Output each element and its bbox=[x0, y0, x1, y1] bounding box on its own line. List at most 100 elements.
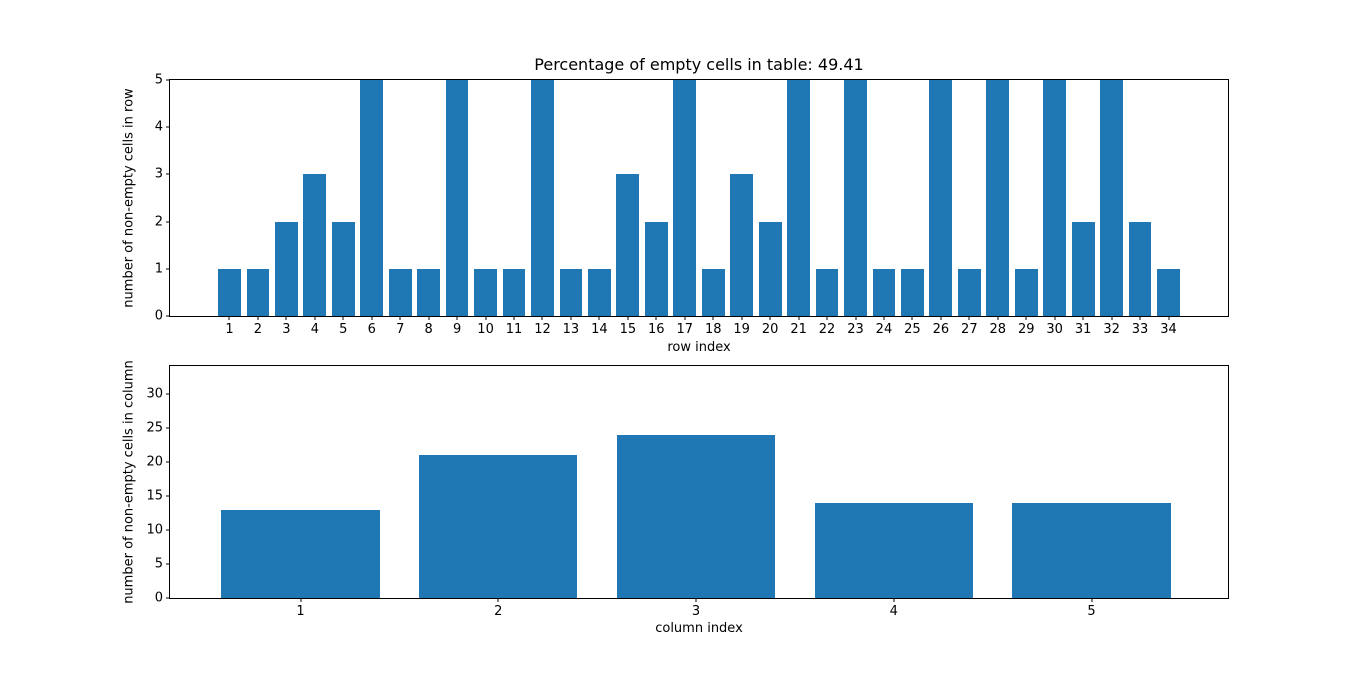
bar bbox=[1043, 80, 1067, 316]
bar bbox=[588, 268, 611, 316]
bar bbox=[331, 221, 355, 316]
bar bbox=[1014, 268, 1038, 316]
x-tick-mark bbox=[1111, 316, 1113, 320]
x-tick-label: 12 bbox=[534, 322, 551, 337]
y-tick-label: 5 bbox=[154, 72, 163, 88]
y-tick-mark bbox=[166, 597, 170, 599]
bar bbox=[701, 268, 725, 316]
x-tick-label: 17 bbox=[676, 322, 694, 337]
x-tick-label: 24 bbox=[875, 322, 893, 337]
y-tick-label: 15 bbox=[146, 488, 163, 504]
x-tick-label: 16 bbox=[648, 322, 665, 337]
bar bbox=[502, 268, 526, 316]
x-tick-mark bbox=[598, 316, 600, 320]
y-tick-mark bbox=[166, 173, 170, 175]
y-tick-label: 0 bbox=[154, 590, 163, 606]
x-tick-label: 3 bbox=[691, 604, 701, 619]
x-tick-label: 32 bbox=[1103, 322, 1120, 337]
x-tick-mark bbox=[1025, 316, 1027, 320]
bar bbox=[815, 268, 839, 316]
y-tick-mark bbox=[166, 427, 170, 429]
x-tick-mark bbox=[798, 316, 800, 320]
chart-title: Percentage of empty cells in table: 49.4… bbox=[534, 55, 864, 74]
y-tick-mark bbox=[166, 529, 170, 531]
x-tick-label: 5 bbox=[1087, 604, 1096, 619]
bar bbox=[787, 80, 810, 316]
x-tick-mark bbox=[1054, 316, 1056, 320]
x-tick-mark bbox=[997, 316, 999, 320]
x-tick-mark bbox=[741, 316, 743, 320]
x-tick-label: 15 bbox=[619, 322, 637, 337]
x-tick-mark bbox=[485, 316, 487, 320]
plot-area: 1 2 3 4 5 0 5 10 15 20 25 30 bbox=[146, 365, 1229, 618]
y-tick-mark bbox=[166, 221, 170, 223]
x-tick-label: 7 bbox=[396, 322, 405, 337]
bar bbox=[1157, 268, 1180, 316]
x-tick-mark bbox=[342, 316, 344, 320]
bar bbox=[901, 268, 924, 316]
y-tick-label: 5 bbox=[154, 556, 163, 572]
x-tick-label: 10 bbox=[477, 322, 494, 337]
y-tick-label: 4 bbox=[154, 119, 163, 135]
y-tick-label: 0 bbox=[154, 308, 163, 324]
bar bbox=[986, 80, 1010, 316]
y-axis-label: number of non-empty cells in row bbox=[121, 88, 137, 308]
x-tick-mark bbox=[655, 316, 657, 320]
x-tick-mark bbox=[968, 316, 970, 320]
x-tick-label: 6 bbox=[367, 322, 376, 337]
x-tick-mark bbox=[1082, 316, 1084, 320]
x-tick-mark bbox=[712, 316, 714, 320]
x-tick-label: 29 bbox=[1017, 322, 1035, 337]
x-tick-label: 1 bbox=[225, 322, 234, 337]
bar bbox=[844, 80, 867, 316]
bar bbox=[275, 221, 298, 316]
bar bbox=[218, 268, 241, 316]
x-tick-mark bbox=[940, 316, 942, 320]
x-tick-label: 14 bbox=[591, 322, 608, 337]
x-tick-mark bbox=[371, 316, 373, 320]
x-tick-mark bbox=[769, 316, 771, 320]
x-tick-label: 21 bbox=[790, 322, 807, 337]
x-tick-mark bbox=[893, 598, 895, 602]
bar bbox=[758, 221, 782, 316]
x-tick-label: 28 bbox=[989, 322, 1007, 337]
x-tick-label: 4 bbox=[889, 604, 898, 619]
y-tick-label: 3 bbox=[154, 166, 163, 182]
x-tick-label: 18 bbox=[704, 322, 722, 337]
bar bbox=[644, 221, 668, 316]
x-tick-mark bbox=[513, 316, 515, 320]
x-tick-label: 8 bbox=[424, 322, 433, 337]
bar bbox=[1071, 221, 1095, 316]
bar bbox=[957, 268, 981, 316]
x-tick-mark bbox=[314, 316, 316, 320]
x-tick-label: 33 bbox=[1131, 322, 1149, 337]
y-tick-mark bbox=[166, 461, 170, 463]
y-tick-label: 20 bbox=[146, 454, 163, 470]
x-tick-label: 11 bbox=[505, 322, 523, 337]
x-tick-label: 13 bbox=[562, 322, 580, 337]
x-tick-label: 2 bbox=[253, 322, 263, 337]
y-tick-label: 1 bbox=[154, 261, 163, 277]
x-tick-mark bbox=[1091, 598, 1093, 602]
y-tick-mark bbox=[166, 315, 170, 317]
x-tick-label: 4 bbox=[310, 322, 319, 337]
x-tick-mark bbox=[911, 316, 913, 320]
y-tick-label: 10 bbox=[146, 522, 163, 538]
bar bbox=[417, 268, 441, 316]
plot-area: 1 2 3 4 5 6 7 8 9 10 11 12 13 14 15 16 17 18 19 20 21 22 23 24 2… bbox=[155, 74, 1229, 336]
bar bbox=[814, 502, 973, 598]
y-axis-label: number of non-empty cells in column bbox=[121, 360, 137, 604]
x-tick-label: 20 bbox=[761, 322, 779, 337]
chart-title bbox=[169, 55, 1229, 75]
x-tick-mark bbox=[257, 316, 259, 320]
bar bbox=[474, 268, 497, 316]
bar bbox=[616, 434, 776, 598]
x-tick-mark bbox=[1168, 316, 1170, 320]
x-tick-label: 5 bbox=[339, 322, 348, 337]
bar bbox=[531, 80, 554, 316]
bar bbox=[1100, 80, 1123, 316]
x-tick-mark bbox=[570, 316, 572, 320]
